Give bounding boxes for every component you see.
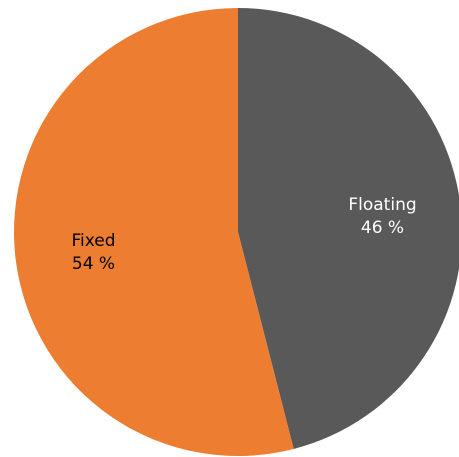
pie-label-name-fixed: Fixed: [71, 231, 115, 251]
pie-slice-fixed: [13, 8, 294, 456]
pie-label-name-floating: Floating: [348, 195, 416, 215]
pie-label-group-floating: Floating 46 %: [348, 195, 416, 238]
pie-label-value-floating: 46 %: [361, 218, 404, 238]
pie-label-value-fixed: 54 %: [72, 254, 115, 274]
pie-slice-floating: [238, 8, 459, 449]
pie-label-group-fixed: Fixed 54 %: [71, 231, 115, 274]
